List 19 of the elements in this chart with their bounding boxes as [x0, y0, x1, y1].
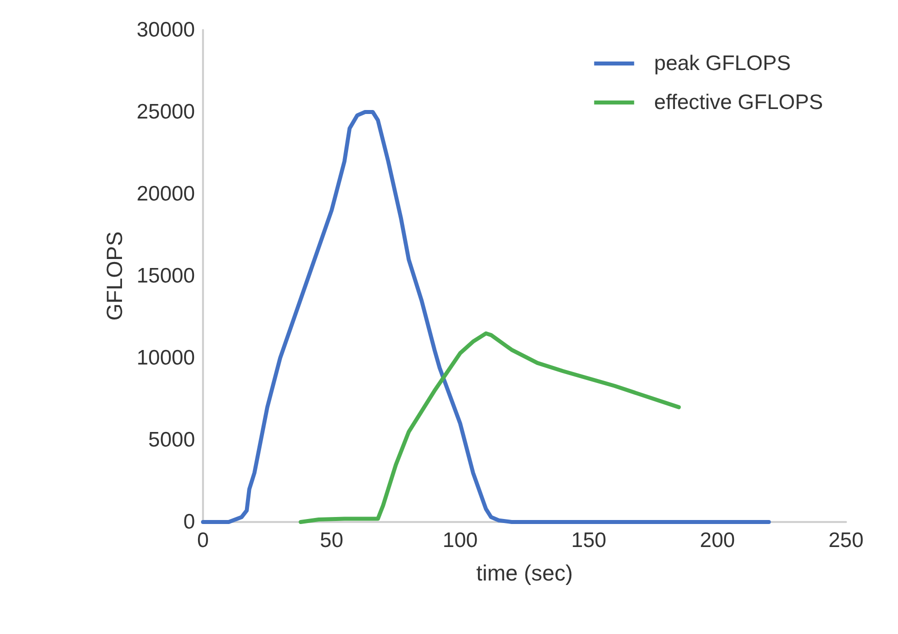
x-axis-title: time (sec)	[476, 560, 573, 586]
x-tick-label: 150	[571, 529, 606, 552]
y-tick-label: 20000	[136, 182, 195, 206]
x-tick-label: 0	[197, 529, 209, 552]
x-tick-label: 250	[828, 529, 864, 552]
y-tick-label: 15000	[136, 264, 195, 288]
y-tick-label: 10000	[136, 346, 195, 370]
y-tick-label: 0	[183, 510, 195, 534]
x-tick-label: 50	[320, 529, 344, 552]
y-tick-label: 5000	[148, 428, 195, 452]
legend-label: peak GFLOPS	[654, 52, 791, 75]
legend-label: effective GFLOPS	[654, 91, 824, 114]
y-axis-title: GFLOPS	[102, 231, 128, 321]
line-series	[201, 110, 771, 524]
x-tick-label: 100	[442, 529, 478, 552]
y-tick-label: 25000	[136, 100, 195, 124]
y-tick-label: 30000	[136, 18, 195, 42]
x-tick-label: 200	[700, 529, 735, 552]
line-series	[298, 331, 681, 524]
